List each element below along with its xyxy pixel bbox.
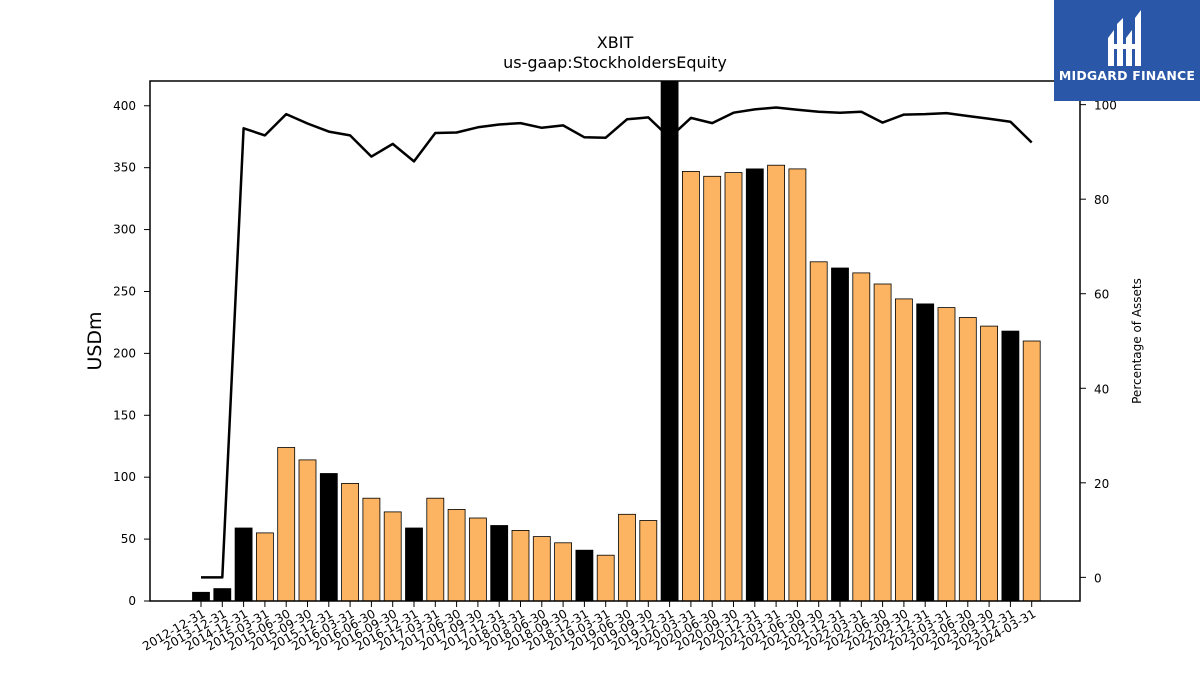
y2-tick-label: 40 (1094, 382, 1109, 396)
y2-axis-label: Percentage of Assets (1130, 278, 1144, 404)
bar (532, 536, 551, 602)
bars-layer (192, 80, 1041, 602)
bar (447, 508, 466, 602)
bar (767, 164, 785, 602)
bar (192, 591, 210, 602)
bar (1001, 330, 1020, 602)
bar (639, 520, 658, 602)
bar (234, 527, 253, 602)
axes-layer: 0501001502002503003504000204060801002012… (113, 99, 1117, 654)
bar (277, 447, 296, 602)
bar (511, 530, 530, 602)
bar (213, 588, 232, 602)
plot-frame (149, 80, 1081, 602)
bar (852, 272, 871, 602)
y2-tick-label: 80 (1094, 193, 1109, 207)
bar (809, 261, 828, 602)
bar (490, 525, 509, 602)
bar (383, 511, 402, 602)
bar (980, 325, 998, 602)
bar (831, 267, 849, 602)
bar (596, 554, 615, 602)
midgard-mh-monogram-icon (1108, 10, 1141, 66)
y2-tick-label: 0 (1094, 571, 1102, 585)
y-tick-label: 200 (113, 346, 136, 360)
bar (618, 513, 636, 602)
y-tick-label: 400 (113, 99, 136, 113)
bar (298, 459, 317, 602)
y-tick-label: 350 (113, 161, 136, 175)
bar (554, 542, 572, 602)
line-layer (201, 106, 1033, 579)
bar (873, 283, 892, 602)
bar (682, 170, 700, 602)
bar (958, 317, 977, 602)
y-tick-label: 300 (113, 223, 136, 237)
chart-title: XBIT (597, 33, 634, 52)
y-axis-label: USDm (84, 311, 106, 370)
bar (724, 172, 743, 602)
y-tick-label: 100 (113, 470, 136, 484)
bar (405, 527, 423, 602)
brand-name: MIDGARD FINANCE (1058, 68, 1196, 83)
y-tick-label: 50 (121, 532, 136, 546)
y2-tick-label: 100 (1094, 99, 1117, 113)
bar (341, 482, 360, 602)
brand-logo: MIDGARD FINANCE (1054, 0, 1200, 101)
bar (319, 473, 338, 602)
bar (575, 549, 594, 602)
y2-tick-label: 20 (1094, 477, 1109, 491)
bar (745, 168, 764, 602)
bar (937, 307, 956, 602)
y-tick-label: 150 (113, 408, 136, 422)
percentage-line (201, 106, 1033, 579)
bar (362, 497, 381, 602)
chart-subtitle: us-gaap:StockholdersEquity (503, 53, 727, 72)
bar (660, 80, 679, 602)
bar (255, 532, 274, 602)
bar (703, 175, 722, 602)
y-tick-label: 250 (113, 284, 136, 298)
bar (1022, 340, 1041, 602)
bar (468, 517, 487, 602)
bar (916, 303, 935, 602)
bar (426, 497, 445, 602)
y2-tick-label: 60 (1094, 288, 1109, 302)
bar (788, 168, 807, 602)
bar (895, 298, 913, 602)
y-tick-label: 0 (128, 594, 136, 608)
